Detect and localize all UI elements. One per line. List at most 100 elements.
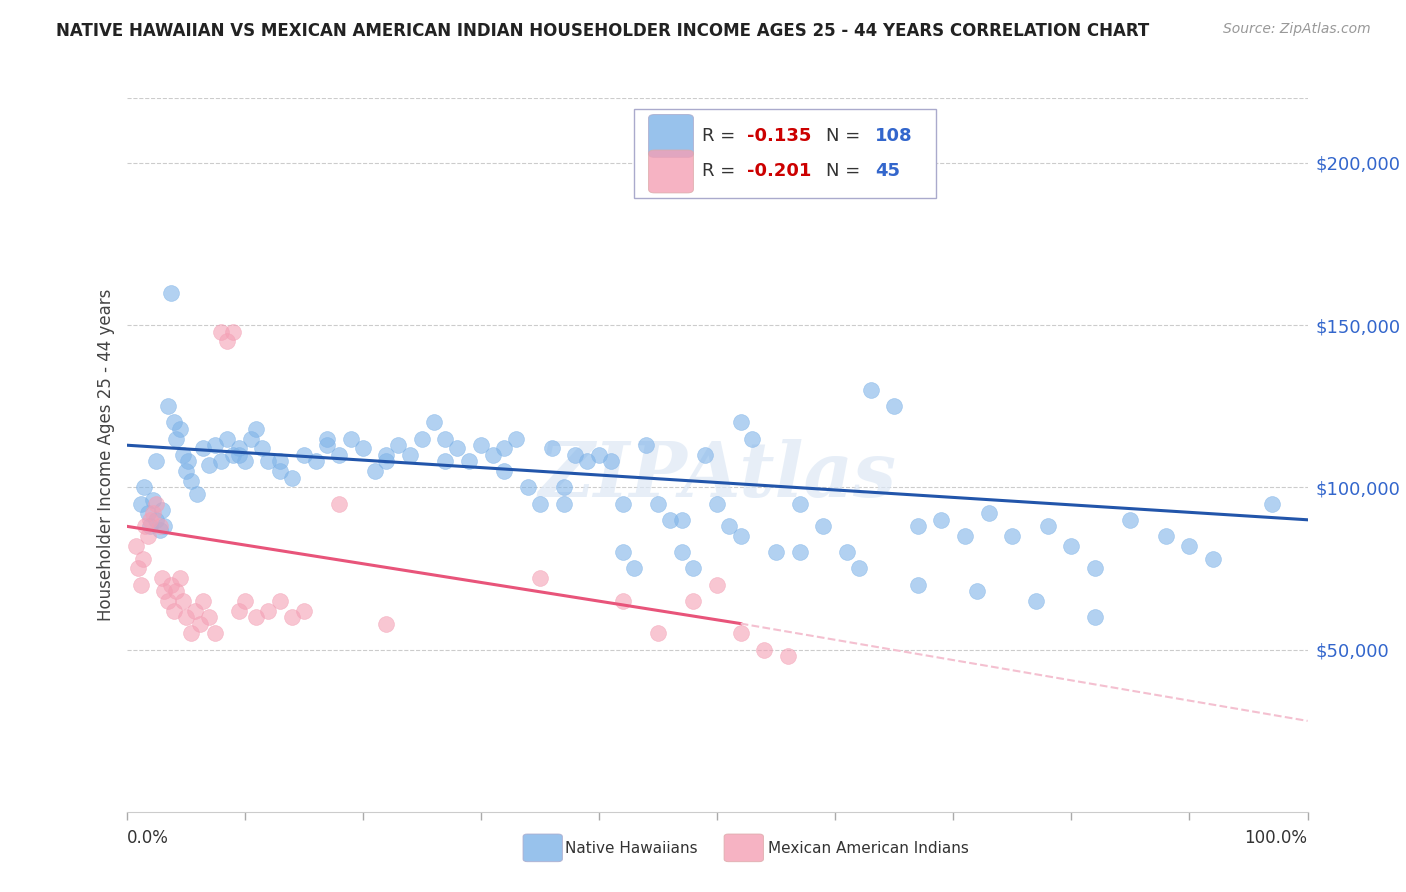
Point [529,497,551,511]
Text: Native Hawaiians: Native Hawaiians [565,841,697,855]
Point [682,561,704,575]
Point [953,529,976,543]
Point [163,416,186,430]
Point [129,577,152,591]
Point [517,480,540,494]
Point [966,584,988,599]
Point [316,438,339,452]
Point [292,448,315,462]
Point [599,454,621,468]
Point [156,594,179,608]
Point [706,577,728,591]
Point [257,454,280,468]
Point [529,571,551,585]
Point [228,448,250,462]
Text: R =: R = [702,127,741,145]
Point [564,448,586,462]
Point [245,422,267,436]
Text: N =: N = [825,162,872,180]
Point [682,594,704,608]
Point [328,497,350,511]
Point [470,438,492,452]
Point [145,454,167,468]
Point [177,454,200,468]
Point [553,497,575,511]
Point [186,487,208,501]
Point [136,529,159,543]
Point [730,626,752,640]
Point [292,604,315,618]
Point [204,626,226,640]
Text: ZIPAtlas: ZIPAtlas [538,440,896,513]
Point [136,506,159,520]
Point [859,383,882,397]
Point [188,616,211,631]
Point [169,571,191,585]
Point [481,448,503,462]
Point [233,594,256,608]
Point [174,610,197,624]
Point [215,334,238,349]
Text: NATIVE HAWAIIAN VS MEXICAN AMERICAN INDIAN HOUSEHOLDER INCOME AGES 25 - 44 YEARS: NATIVE HAWAIIAN VS MEXICAN AMERICAN INDI… [56,22,1150,40]
Point [1202,551,1225,566]
Point [1119,513,1142,527]
Point [150,571,173,585]
Point [671,513,693,527]
Point [1178,539,1201,553]
Point [269,464,291,478]
Point [134,480,156,494]
Point [316,432,339,446]
Point [612,497,634,511]
Point [623,561,645,575]
Point [375,448,398,462]
Point [204,438,226,452]
Point [132,551,155,566]
Point [141,493,163,508]
Point [1025,594,1047,608]
Point [145,513,167,527]
Point [848,561,870,575]
Point [172,594,194,608]
Point [1060,539,1083,553]
Point [375,616,398,631]
Point [149,519,172,533]
Point [193,594,215,608]
Y-axis label: Householder Income Ages 25 - 44 years: Householder Income Ages 25 - 44 years [97,289,115,621]
Text: R =: R = [702,162,741,180]
Point [252,442,274,456]
Point [269,454,291,468]
Point [304,454,326,468]
Point [458,454,481,468]
Point [730,529,752,543]
FancyBboxPatch shape [648,114,693,157]
Point [169,422,191,436]
Point [835,545,858,559]
Point [172,448,194,462]
Point [150,503,173,517]
Point [1084,610,1107,624]
Point [399,448,422,462]
FancyBboxPatch shape [634,109,935,198]
Point [156,399,179,413]
Point [717,519,740,533]
Point [422,416,444,430]
Point [160,577,183,591]
Point [209,454,232,468]
Point [907,577,929,591]
Point [446,442,468,456]
Point [228,442,250,456]
Point [245,610,267,624]
Point [160,285,183,300]
Point [145,497,167,511]
Point [494,442,516,456]
Point [387,438,409,452]
Point [139,519,162,533]
Point [193,442,215,456]
Point [765,545,787,559]
Text: -0.135: -0.135 [747,127,811,145]
Point [671,545,693,559]
Point [647,626,669,640]
Point [730,416,752,430]
Point [434,454,457,468]
Point [789,545,811,559]
